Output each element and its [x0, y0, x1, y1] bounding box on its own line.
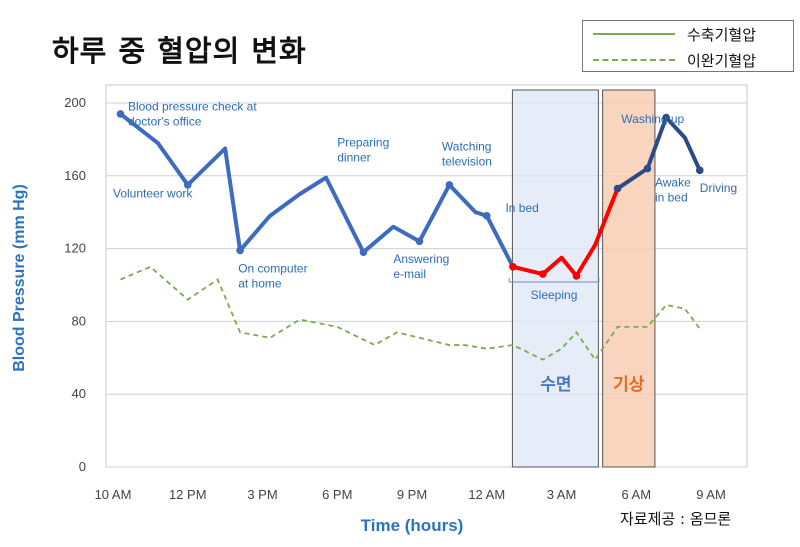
data-point	[539, 270, 547, 278]
annotation: Washing up	[621, 112, 684, 126]
data-point	[613, 184, 622, 193]
y-tick-label: 200	[64, 95, 86, 110]
data-point	[509, 263, 517, 271]
data-point	[116, 110, 125, 118]
legend-swatch-diastolic	[593, 59, 675, 61]
annotation: On computer at home	[238, 261, 307, 290]
legend-item-systolic: 수축기혈압	[583, 21, 793, 47]
data-point	[662, 113, 670, 122]
sleeping-label: Sleeping	[531, 288, 578, 302]
x-tick-label: 9 PM	[397, 487, 427, 502]
x-tick-label: 3 AM	[547, 487, 577, 502]
legend: 수축기혈압 이완기혈압	[582, 20, 794, 72]
series-line-systolic-night	[510, 186, 620, 278]
x-tick-label: 9 AM	[696, 487, 726, 502]
annotation: Volunteer work	[113, 187, 193, 201]
source-credit: 자료제공 : 옴므론	[620, 510, 732, 528]
annotation: Answering e-mail	[393, 252, 449, 281]
y-tick-label: 40	[72, 386, 86, 401]
x-tick-label: 12 AM	[468, 487, 505, 502]
series-line-diastolic	[120, 265, 701, 362]
x-tick-label: 10 AM	[95, 487, 132, 502]
wake-band-label: 기상	[613, 375, 645, 395]
chart-title: 하루 중 혈압의 변화	[52, 34, 307, 68]
y-tick-label: 80	[72, 313, 86, 328]
annotation: Watching television	[442, 139, 492, 168]
x-tick-label: 6 AM	[621, 487, 651, 502]
series-line-systolic-day	[118, 111, 515, 269]
x-tick-label: 12 PM	[169, 487, 207, 502]
sleep-band	[511, 89, 599, 468]
legend-swatch-systolic	[593, 33, 675, 35]
data-point	[643, 164, 652, 173]
x-tick-label: 3 PM	[247, 487, 277, 502]
x-tick-label: 6 PM	[322, 487, 352, 502]
y-axis-label: Blood Pressure (mm Hg)	[11, 184, 28, 372]
sleeping-bracket	[508, 278, 600, 283]
y-tick-label: 0	[79, 459, 86, 474]
legend-item-diastolic: 이완기혈압	[583, 47, 793, 73]
annotation: Driving	[700, 181, 737, 195]
legend-label-diastolic: 이완기혈압	[687, 52, 757, 70]
annotation: Blood pressure check at doctor's office	[128, 99, 257, 128]
sleep-band-label: 수면	[540, 375, 571, 395]
data-point	[445, 181, 454, 189]
data-point	[359, 248, 368, 257]
y-tick-label: 160	[64, 168, 86, 183]
y-tick-label: 120	[64, 241, 86, 256]
wake-band	[602, 89, 656, 468]
legend-label-systolic: 수축기혈압	[687, 26, 757, 44]
annotation: Awake in bed	[655, 176, 691, 205]
data-point	[695, 166, 704, 175]
data-point	[415, 237, 424, 246]
annotation: Preparing dinner	[337, 136, 389, 165]
data-point	[572, 272, 581, 280]
data-point	[482, 212, 491, 220]
data-point	[236, 246, 244, 255]
annotation: In bed	[505, 201, 538, 215]
x-axis-label: Time (hours)	[361, 516, 464, 535]
data-point	[183, 181, 192, 189]
